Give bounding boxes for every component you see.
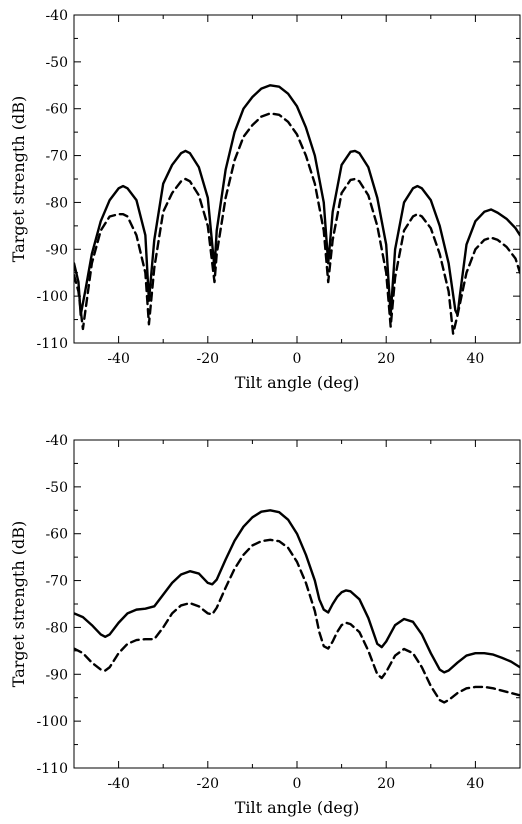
y-tick-label: -70 bbox=[45, 574, 68, 590]
x-axis-label: Tilt angle (deg) bbox=[235, 373, 360, 392]
y-tick-label: -80 bbox=[45, 195, 68, 211]
y-axis-label: Target strength (dB) bbox=[9, 96, 28, 262]
y-tick-label: -60 bbox=[45, 527, 68, 543]
x-axis-label: Tilt angle (deg) bbox=[235, 798, 360, 817]
y-tick-label: -50 bbox=[45, 55, 68, 71]
x-tick-label: -20 bbox=[197, 776, 220, 792]
y-tick-label: -40 bbox=[45, 8, 68, 24]
x-tick-label: 20 bbox=[377, 776, 395, 792]
x-tick-label: -40 bbox=[107, 776, 130, 792]
x-tick-label: 0 bbox=[293, 351, 302, 367]
x-tick-label: 40 bbox=[466, 351, 484, 367]
solid-series-line bbox=[74, 509, 520, 674]
x-tick-label: 0 bbox=[293, 776, 302, 792]
y-tick-label: -50 bbox=[45, 480, 68, 496]
x-tick-label: 40 bbox=[466, 776, 484, 792]
chart-panel-1: -40 -20 0 20 40 -40 -50 -60 -70 -80 -90 -100 -110 Til… bbox=[9, 8, 521, 392]
x-tick-label: 20 bbox=[377, 351, 395, 367]
x-tick-label: -40 bbox=[107, 351, 130, 367]
y-tick-label: -70 bbox=[45, 149, 68, 165]
y-tick-label: -60 bbox=[45, 102, 68, 118]
y-tick-label: -40 bbox=[45, 433, 68, 449]
y-tick-label: -90 bbox=[45, 667, 68, 683]
y-tick-label: -80 bbox=[45, 620, 68, 636]
x-tick-label: -20 bbox=[197, 351, 220, 367]
solid-series-line bbox=[74, 84, 520, 317]
y-tick-label: -110 bbox=[37, 761, 68, 777]
y-tick-label: -90 bbox=[45, 242, 68, 258]
plot-frame bbox=[73, 439, 521, 769]
dashed-series-line bbox=[74, 538, 520, 704]
y-tick-label: -110 bbox=[37, 336, 68, 352]
y-tick-label: -100 bbox=[37, 289, 68, 305]
y-tick-label: -100 bbox=[37, 714, 68, 730]
chart-panel-2: -40 -20 0 20 40 -40 -50 -60 -70 -80 -90 -100 -110 Til… bbox=[9, 433, 521, 817]
y-axis-label: Target strength (dB) bbox=[9, 521, 28, 687]
